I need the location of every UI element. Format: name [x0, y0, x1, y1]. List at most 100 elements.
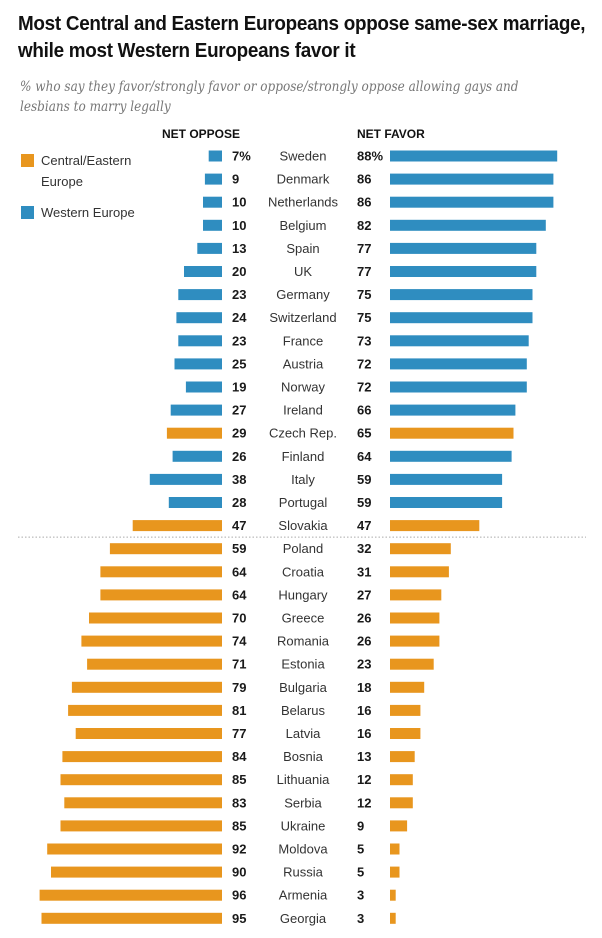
- oppose-value-latvia: 77: [232, 726, 246, 741]
- country-label-sweden: Sweden: [280, 149, 327, 164]
- country-label-uk: UK: [294, 264, 312, 279]
- oppose-value-lithuania: 85: [232, 772, 246, 787]
- oppose-value-belgium: 10: [232, 218, 246, 233]
- oppose-bar-lithuania: [60, 774, 222, 786]
- favor-value-germany: 75: [357, 287, 371, 302]
- favor-value-bosnia: 13: [357, 749, 371, 764]
- favor-bar-poland: [390, 543, 451, 555]
- oppose-bar-italy: [149, 473, 222, 485]
- favor-value-latvia: 16: [357, 726, 371, 741]
- favor-value-belarus: 16: [357, 703, 371, 718]
- oppose-bar-moldova: [47, 843, 223, 855]
- favor-bar-italy: [390, 473, 503, 485]
- country-label-netherlands: Netherlands: [268, 195, 339, 210]
- oppose-bar-belarus: [68, 704, 222, 716]
- favor-value-finland: 64: [357, 449, 372, 464]
- oppose-bar-latvia: [75, 728, 222, 739]
- country-label-moldova: Moldova: [278, 842, 328, 857]
- net-oppose-header: NET OPPOSE: [162, 127, 241, 141]
- favor-bar-ukraine: [390, 820, 408, 832]
- favor-bar-latvia: [390, 728, 421, 739]
- country-label-georgia: Georgia: [280, 911, 327, 926]
- oppose-value-slovakia: 47: [232, 518, 246, 533]
- country-label-armenia: Armenia: [279, 888, 328, 903]
- favor-bar-moldova: [390, 843, 400, 855]
- favor-value-czech-rep: 65: [357, 426, 371, 441]
- favor-value-switzerland: 75: [357, 310, 371, 325]
- oppose-value-switzerland: 24: [232, 310, 247, 325]
- oppose-value-italy: 38: [232, 472, 246, 487]
- oppose-value-greece: 70: [232, 611, 246, 626]
- oppose-bar-hungary: [100, 589, 222, 601]
- legend-item-central-eastern: Central/Eastern Europe: [21, 150, 141, 192]
- oppose-bar-switzerland: [176, 312, 222, 324]
- oppose-bar-germany: [178, 289, 222, 301]
- oppose-value-germany: 23: [232, 287, 246, 302]
- oppose-value-netherlands: 10: [232, 195, 246, 210]
- country-label-belgium: Belgium: [280, 218, 327, 233]
- oppose-value-france: 23: [232, 333, 246, 348]
- favor-value-belgium: 82: [357, 218, 371, 233]
- oppose-value-bosnia: 84: [232, 749, 247, 764]
- oppose-value-romania: 74: [232, 634, 247, 649]
- country-label-switzerland: Switzerland: [269, 310, 336, 325]
- country-label-serbia: Serbia: [284, 795, 322, 810]
- legend-swatch-western: [21, 206, 34, 219]
- country-label-poland: Poland: [283, 541, 323, 556]
- country-label-croatia: Croatia: [282, 564, 325, 579]
- favor-bar-belgium: [390, 219, 546, 231]
- oppose-bar-france: [178, 335, 222, 347]
- favor-value-ukraine: 9: [357, 818, 364, 833]
- favor-value-italy: 59: [357, 472, 371, 487]
- country-label-estonia: Estonia: [281, 657, 325, 672]
- oppose-value-belarus: 81: [232, 703, 246, 718]
- favor-value-poland: 32: [357, 541, 371, 556]
- favor-value-austria: 72: [357, 356, 371, 371]
- favor-bar-bosnia: [390, 751, 415, 763]
- oppose-bar-greece: [89, 612, 222, 624]
- oppose-bar-sweden: [208, 150, 222, 162]
- favor-bar-armenia: [390, 889, 396, 901]
- country-label-latvia: Latvia: [286, 726, 321, 741]
- favor-bar-portugal: [390, 497, 503, 508]
- favor-bar-ireland: [390, 404, 516, 416]
- favor-value-netherlands: 86: [357, 195, 371, 210]
- oppose-bar-denmark: [204, 173, 222, 185]
- oppose-bar-czech-rep: [166, 427, 222, 439]
- favor-bar-croatia: [390, 566, 449, 578]
- favor-value-georgia: 3: [357, 911, 364, 926]
- legend-label-western: Western Europe: [41, 205, 135, 220]
- favor-value-uk: 77: [357, 264, 371, 279]
- favor-value-denmark: 86: [357, 172, 371, 187]
- oppose-value-estonia: 71: [232, 657, 246, 672]
- oppose-value-hungary: 64: [232, 587, 247, 602]
- chart-subtitle: % who say they favor/strongly favor or o…: [20, 79, 519, 115]
- chart-title: Most Central and Eastern Europeans oppos…: [18, 12, 586, 62]
- favor-value-romania: 26: [357, 634, 371, 649]
- country-label-hungary: Hungary: [278, 587, 328, 602]
- oppose-bar-romania: [81, 635, 223, 647]
- favor-value-ireland: 66: [357, 403, 371, 418]
- favor-value-hungary: 27: [357, 587, 371, 602]
- favor-value-spain: 77: [357, 241, 371, 256]
- oppose-bar-slovakia: [132, 520, 222, 532]
- legend-item-western: Western Europe: [21, 202, 135, 223]
- oppose-value-russia: 90: [232, 865, 246, 880]
- favor-value-greece: 26: [357, 611, 371, 626]
- oppose-value-finland: 26: [232, 449, 246, 464]
- oppose-value-denmark: 9: [232, 172, 239, 187]
- oppose-value-croatia: 64: [232, 564, 247, 579]
- oppose-value-sweden: 7%: [232, 149, 251, 164]
- oppose-value-bulgaria: 79: [232, 680, 246, 695]
- favor-bar-france: [390, 335, 529, 347]
- oppose-bar-ukraine: [60, 820, 222, 832]
- oppose-bar-austria: [174, 358, 222, 370]
- country-label-russia: Russia: [283, 865, 324, 880]
- favor-bar-slovakia: [390, 520, 480, 532]
- oppose-bar-armenia: [39, 889, 222, 901]
- country-label-greece: Greece: [282, 611, 325, 626]
- favor-bar-czech-rep: [390, 427, 514, 439]
- favor-value-norway: 72: [357, 380, 371, 395]
- favor-value-moldova: 5: [357, 842, 364, 857]
- country-label-denmark: Denmark: [277, 172, 330, 187]
